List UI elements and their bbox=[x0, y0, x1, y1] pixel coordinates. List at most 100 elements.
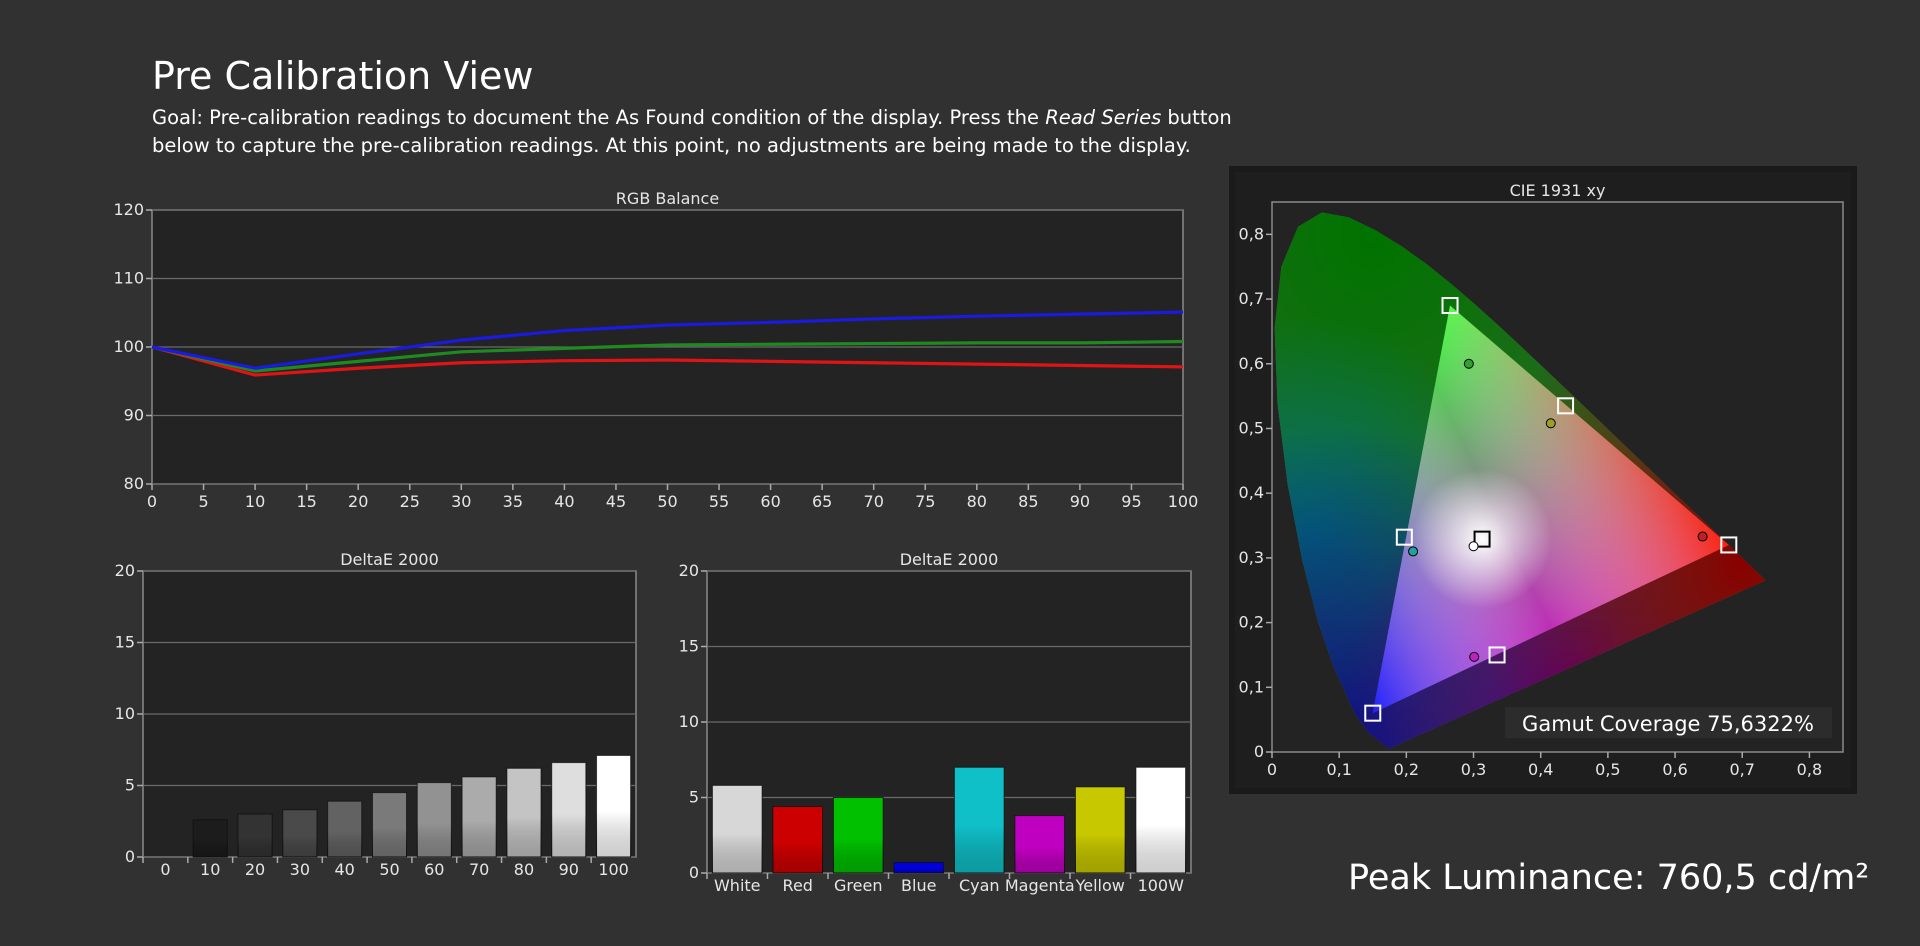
cie-xtick-label: 0,1 bbox=[1326, 760, 1351, 779]
cie-gamut-coverage-text: Gamut Coverage 75,6322% bbox=[1522, 712, 1814, 736]
deltae-grayscale-bar-shade bbox=[596, 755, 631, 857]
deltae-colors-ytick-label: 20 bbox=[679, 561, 699, 580]
deltae-colors-xtick-label: 100W bbox=[1138, 876, 1185, 895]
rgb-balance-xtick-label: 35 bbox=[503, 492, 523, 511]
cie-ytick-label: 0,1 bbox=[1239, 677, 1264, 696]
deltae-grayscale-xtick-label: 30 bbox=[290, 860, 310, 879]
cie-ytick-label: 0,5 bbox=[1239, 418, 1264, 437]
rgb-balance-xtick-label: 10 bbox=[245, 492, 265, 511]
cie-target-marker bbox=[1441, 297, 1459, 315]
deltae-grayscale-bar-shade bbox=[193, 819, 228, 857]
rgb-balance-xtick-label: 25 bbox=[400, 492, 420, 511]
deltae-grayscale-xtick-label: 0 bbox=[160, 860, 170, 879]
cie-ytick-label: 0,8 bbox=[1239, 224, 1264, 243]
cie-xtick-label: 0 bbox=[1267, 760, 1277, 779]
rgb-balance-xtick-label: 75 bbox=[915, 492, 935, 511]
read-series-emphasis: Read Series bbox=[1045, 106, 1162, 129]
rgb-balance-chart: 80 90 100 110 120 0 5 10 15 20 25 30 35 40 45 50 55 60 65 7… bbox=[113, 189, 1198, 511]
deltae-grayscale-bar-shade bbox=[417, 782, 452, 857]
rgb-balance-ytick-label: 90 bbox=[124, 406, 144, 425]
rgb-balance-xtick-label: 55 bbox=[709, 492, 729, 511]
deltae-colors-bar-shade bbox=[893, 862, 944, 873]
cie-measured-point bbox=[1408, 546, 1419, 557]
cie-xtick-label: 0,4 bbox=[1528, 760, 1553, 779]
deltae-colors-xtick-label: Green bbox=[834, 876, 882, 895]
deltae-colors-bar-shade bbox=[1014, 815, 1065, 873]
cie-ytick-label: 0,4 bbox=[1239, 483, 1264, 502]
cie-measured-point bbox=[1697, 531, 1708, 542]
deltae-grayscale-xtick-label: 40 bbox=[335, 860, 355, 879]
rgb-balance-xtick-label: 95 bbox=[1121, 492, 1141, 511]
deltae-grayscale-ytick-label: 10 bbox=[115, 704, 135, 723]
rgb-balance-series-line-1 bbox=[151, 339, 1184, 373]
deltae-colors-bar-shade bbox=[1075, 786, 1126, 873]
rgb-balance-xtick-label: 40 bbox=[554, 492, 574, 511]
rgb-balance-series-line-0 bbox=[151, 345, 1184, 377]
cie-ytick-label: 0 bbox=[1254, 742, 1264, 761]
cie-measured-point bbox=[1469, 651, 1480, 662]
deltae-colors-xtick-label: Cyan bbox=[959, 876, 1000, 895]
deltae-grayscale-xtick-label: 90 bbox=[559, 860, 579, 879]
deltae-grayscale-bar-shade bbox=[372, 792, 407, 857]
deltae-grayscale-ytick-label: 0 bbox=[125, 847, 135, 866]
rgb-balance-xtick-label: 70 bbox=[864, 492, 884, 511]
deltae-grayscale-bar-shade bbox=[327, 801, 362, 857]
cie-measured-point bbox=[1468, 541, 1479, 552]
deltae-grayscale-chart: 0 5 10 15 20 DeltaE 2000 0 10 20 30 40 50 60 70 80 90 10… bbox=[115, 550, 637, 879]
goal-text-part1: Goal: Pre-calibration readings to docume… bbox=[152, 106, 1046, 129]
deltae-colors-ytick-label: 5 bbox=[689, 788, 699, 807]
deltae-grayscale-xtick-label: 60 bbox=[424, 860, 444, 879]
deltae-grayscale-bar-shade bbox=[282, 809, 317, 857]
deltae-grayscale-bar-shade bbox=[506, 768, 541, 857]
deltae-colors-ytick-label: 10 bbox=[679, 712, 699, 731]
deltae-grayscale-xtick-label: 100 bbox=[598, 860, 629, 879]
deltae-colors-ytick-label: 0 bbox=[689, 863, 699, 882]
deltae-colors-xtick-label: Magenta bbox=[1005, 876, 1075, 895]
cie-xtick-label: 0,5 bbox=[1595, 760, 1620, 779]
rgb-balance-xtick-label: 45 bbox=[606, 492, 626, 511]
deltae-colors-ytick-label: 15 bbox=[679, 637, 699, 656]
cie-target-marker bbox=[1395, 528, 1413, 546]
cie-ytick-label: 0,6 bbox=[1239, 354, 1264, 373]
cie-ytick-label: 0,7 bbox=[1239, 289, 1264, 308]
deltae-colors-chart: 0 5 10 15 20 DeltaE 2000 White Red Green Blue Cyan… bbox=[679, 550, 1192, 895]
deltae-grayscale-xtick-label: 20 bbox=[245, 860, 265, 879]
rgb-balance-xtick-label: 5 bbox=[198, 492, 208, 511]
deltae-grayscale-xtick-label: 50 bbox=[379, 860, 399, 879]
cie-xtick-label: 0,3 bbox=[1461, 760, 1486, 779]
rgb-balance-xtick-label: 85 bbox=[1018, 492, 1038, 511]
deltae-grayscale-bar-shade bbox=[551, 762, 586, 857]
rgb-balance-xtick-label: 30 bbox=[451, 492, 471, 511]
deltae-colors-xtick-label: Red bbox=[783, 876, 813, 895]
rgb-balance-xtick-label: 15 bbox=[296, 492, 316, 511]
peak-luminance: Peak Luminance: 760,5 cd/m² bbox=[1348, 858, 1870, 898]
cie-measured-point bbox=[1463, 358, 1474, 369]
cie-target-marker bbox=[1473, 530, 1491, 548]
cie-title: CIE 1931 xy bbox=[1510, 181, 1606, 200]
deltae-grayscale-xtick-label: 80 bbox=[514, 860, 534, 879]
cie-ytick-label: 0,2 bbox=[1239, 613, 1264, 632]
rgb-balance-ytick-label: 100 bbox=[113, 337, 144, 356]
cie-gamut-coverage-box bbox=[1505, 707, 1832, 738]
cie-xtick-label: 0,8 bbox=[1797, 760, 1822, 779]
deltae-colors-bar-shade bbox=[954, 767, 1005, 873]
rgb-balance-xtick-label: 20 bbox=[348, 492, 368, 511]
cie-measured-point bbox=[1545, 418, 1556, 429]
rgb-balance-ytick-label: 110 bbox=[113, 269, 144, 288]
goal-text-part2: button below to capture the pre-calibrat… bbox=[152, 106, 1232, 157]
deltae-grayscale-title: DeltaE 2000 bbox=[340, 550, 439, 569]
deltae-grayscale-ytick-label: 15 bbox=[115, 633, 135, 652]
cie-gamut-white-center bbox=[1372, 305, 1729, 714]
deltae-colors-bar-shade bbox=[712, 785, 763, 873]
rgb-balance-xtick-label: 65 bbox=[812, 492, 832, 511]
deltae-grayscale-bar-shade bbox=[238, 814, 273, 857]
page-title: Pre Calibration View bbox=[152, 54, 534, 98]
cie-1931-chart: CIE 1931 xy 0 0,1 0,2 0,3 0,4 0,5 0,6 0,7 0,8 0 0,1… bbox=[1229, 166, 1857, 794]
deltae-colors-xtick-label: Blue bbox=[901, 876, 936, 895]
rgb-balance-ytick-label: 80 bbox=[124, 474, 144, 493]
rgb-balance-ytick-label: 120 bbox=[113, 200, 144, 219]
goal-text: Goal: Pre-calibration readings to docume… bbox=[152, 104, 1282, 160]
cie-xtick-label: 0,7 bbox=[1730, 760, 1755, 779]
cie-target-marker bbox=[1720, 536, 1738, 554]
